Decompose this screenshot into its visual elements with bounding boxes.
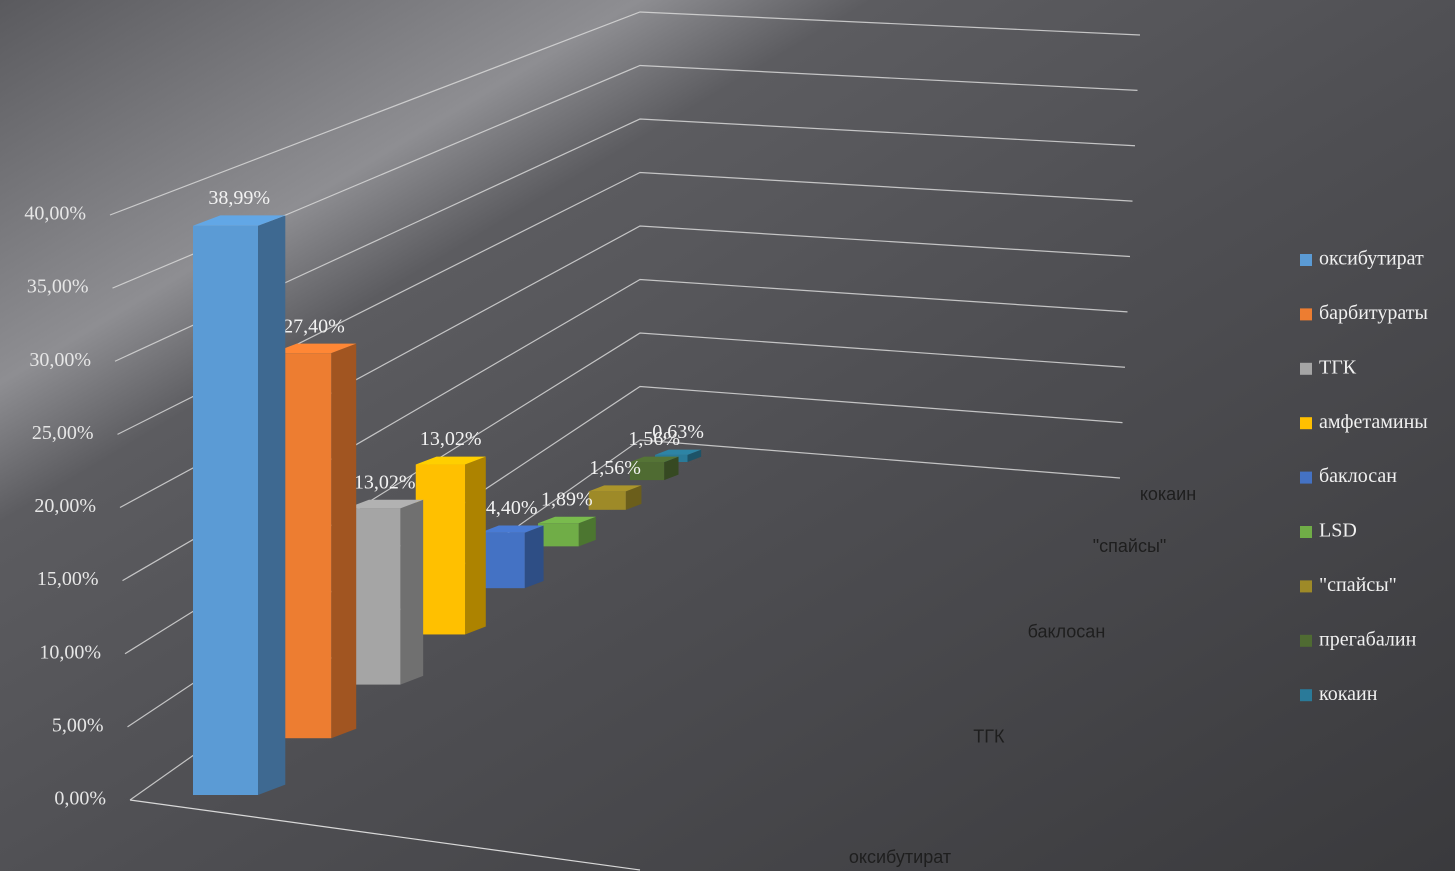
grid-line [109, 11, 1141, 216]
bar-side [625, 485, 642, 510]
legend-label: "спайсы" [1319, 574, 1397, 596]
bar-side [687, 449, 702, 462]
y-tick-label: 10,00% [39, 641, 101, 663]
depth-axis-label: кокаин [1140, 484, 1196, 504]
bar-top [479, 525, 544, 533]
bar [629, 462, 665, 481]
bar-top [655, 449, 702, 455]
bar [588, 491, 626, 510]
bar-side [331, 343, 357, 739]
legend-swatch [1300, 362, 1312, 375]
legend-label: оксибутират [1319, 248, 1424, 270]
bar-top [537, 516, 596, 524]
y-tick-label: 0,00% [54, 788, 106, 810]
legend-label: барбитураты [1319, 302, 1428, 324]
bar-side [664, 456, 679, 481]
legend-swatch [1300, 634, 1312, 647]
bar-side [465, 456, 486, 635]
y-tick-label: 15,00% [37, 568, 99, 590]
bar-top [629, 456, 679, 463]
bar [537, 523, 579, 547]
value-label: 1,56% [589, 457, 641, 479]
bar-side [400, 499, 424, 685]
legend-label: баклосан [1319, 465, 1397, 487]
floor-edge [129, 799, 641, 871]
legend-label: амфетамины [1319, 411, 1428, 433]
y-tick-label: 5,00% [52, 714, 104, 736]
bar-side [258, 215, 286, 795]
y-tick-label: 35,00% [27, 276, 89, 298]
value-label: 1,56% [628, 428, 680, 450]
value-label: 38,99% [208, 187, 270, 209]
bar-top [346, 499, 424, 509]
y-tick-label: 30,00% [29, 349, 91, 371]
bar-top [193, 215, 286, 226]
legend-swatch [1300, 526, 1312, 538]
grid-line [114, 118, 1136, 362]
value-label: 13,02% [354, 471, 416, 493]
legend-label: кокаин [1319, 683, 1378, 705]
legend-label: прегабалин [1319, 628, 1417, 650]
legend-swatch [1300, 580, 1312, 593]
depth-axis-label: ТГК [973, 726, 1005, 746]
value-label: 4,40% [486, 497, 538, 519]
bar-side [578, 516, 596, 547]
value-label: 27,40% [283, 315, 345, 337]
depth-axis-label: оксибутират [849, 847, 951, 867]
y-tick-label: 25,00% [32, 422, 94, 444]
bar [415, 464, 466, 635]
bar [479, 532, 525, 589]
value-label: 0,63% [652, 421, 704, 443]
value-label: 1,89% [541, 488, 593, 510]
legend-label: LSD [1319, 520, 1357, 542]
legend-swatch [1300, 689, 1312, 702]
grid-line [112, 64, 1138, 289]
bar-top [588, 485, 642, 492]
depth-axis-label: "спайсы" [1093, 536, 1167, 556]
y-tick-label: 20,00% [34, 495, 96, 517]
y-tick-label: 40,00% [24, 203, 86, 225]
bar [193, 225, 258, 796]
bar-top [271, 343, 357, 354]
value-label: 13,02% [420, 428, 482, 450]
legend-swatch [1300, 417, 1312, 430]
legend-swatch [1300, 308, 1312, 321]
depth-axis-label: баклосан [1028, 621, 1106, 641]
legend-swatch [1300, 254, 1312, 266]
bar-side [524, 525, 544, 589]
legend-swatch [1300, 471, 1312, 484]
legend-label: ТГК [1319, 356, 1357, 378]
bar-top [415, 456, 486, 465]
